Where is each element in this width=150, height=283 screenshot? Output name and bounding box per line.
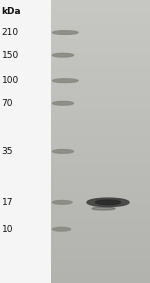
Ellipse shape bbox=[52, 102, 74, 105]
Text: 17: 17 bbox=[2, 198, 13, 207]
Ellipse shape bbox=[52, 150, 74, 153]
Ellipse shape bbox=[52, 79, 78, 82]
Text: 70: 70 bbox=[2, 99, 13, 108]
Ellipse shape bbox=[52, 200, 72, 204]
Ellipse shape bbox=[95, 200, 121, 205]
Ellipse shape bbox=[92, 207, 115, 210]
Ellipse shape bbox=[52, 228, 70, 231]
Text: kDa: kDa bbox=[2, 7, 21, 16]
Ellipse shape bbox=[52, 53, 74, 57]
Text: 10: 10 bbox=[2, 225, 13, 234]
Ellipse shape bbox=[87, 198, 129, 207]
Text: 150: 150 bbox=[2, 51, 19, 60]
Text: 100: 100 bbox=[2, 76, 19, 85]
Text: 210: 210 bbox=[2, 28, 19, 37]
Text: 35: 35 bbox=[2, 147, 13, 156]
Ellipse shape bbox=[52, 31, 78, 34]
